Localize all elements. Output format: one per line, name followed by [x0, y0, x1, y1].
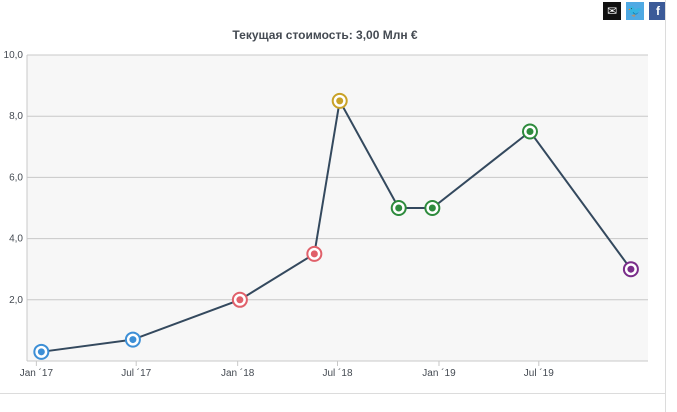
facebook-share-icon[interactable]: f	[649, 2, 667, 20]
club-crest-dnipro-icon[interactable]	[124, 331, 141, 348]
crest-emblem	[627, 265, 635, 273]
crest-emblem	[310, 250, 318, 258]
x-tick-label: Jul ´17	[121, 367, 151, 379]
y-tick-label: 4,0	[9, 234, 23, 245]
club-crest-leganes-icon[interactable]	[424, 200, 441, 216]
crest-emblem	[526, 128, 534, 135]
chart-title: Текущая стоимость: 3,00 Млн €	[232, 28, 418, 42]
bottom-divider	[0, 393, 666, 394]
y-tick-label: 8,0	[9, 111, 23, 122]
y-tick-label: 6,0	[9, 172, 23, 183]
crest-emblem	[336, 97, 344, 105]
club-crest-real-madrid-icon[interactable]	[331, 92, 348, 109]
x-tick-label: Jul ´18	[322, 367, 352, 379]
club-crest-valladolid-icon[interactable]	[622, 261, 639, 278]
club-crest-zorya-icon[interactable]	[231, 291, 248, 308]
club-crest-dnipro-icon[interactable]	[33, 343, 50, 360]
club-crest-leganes-icon[interactable]	[521, 123, 538, 140]
email-share-icon[interactable]: ✉	[603, 2, 621, 20]
x-tick-label: Jan ´19	[422, 367, 456, 379]
crest-emblem	[395, 204, 403, 212]
twitter-share-icon[interactable]: 🐦	[626, 2, 644, 20]
club-crest-zorya-icon[interactable]	[306, 245, 323, 262]
crest-emblem	[129, 336, 137, 344]
y-tick-label: 2,0	[9, 295, 23, 306]
x-tick-label: Jan ´17	[20, 367, 54, 379]
crest-emblem	[236, 296, 244, 304]
club-crest-leganes-icon[interactable]	[390, 200, 407, 216]
share-bar: ✉ 🐦 f	[603, 2, 667, 20]
x-tick-label: Jul ´19	[524, 367, 554, 379]
x-tick-label: Jan ´18	[221, 367, 255, 379]
crest-emblem	[37, 348, 45, 356]
market-value-chart: 2,0 4,0 6,0 8,0 10,0 Jan ´17 Jul ´17 Jan ´18 Jul…	[4, 50, 648, 379]
right-border	[665, 0, 677, 412]
crest-emblem	[428, 204, 436, 212]
y-tick-label: 10,0	[4, 50, 24, 61]
